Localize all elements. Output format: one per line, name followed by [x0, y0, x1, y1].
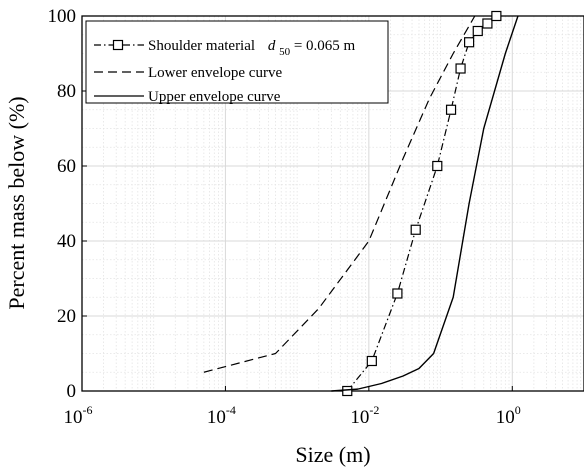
data-point-marker: [410, 224, 421, 235]
legend-shoulder-text: Shoulder material: [148, 38, 255, 54]
y-axis-title: Percent mass below (%): [4, 96, 29, 309]
data-point-marker: [464, 37, 475, 48]
legend-shoulder-sub: 50: [279, 46, 291, 58]
data-point-marker: [472, 25, 483, 37]
legend-swatch-shoulder-marker: [112, 39, 124, 51]
series-line-2: [331, 15, 519, 392]
series-line-1: [203, 15, 476, 373]
legend-label-shoulder: Shoulder material d 50 = 0.065 m: [148, 38, 356, 59]
data-point-marker: [455, 63, 466, 74]
legend-shoulder-var: d: [268, 38, 276, 54]
y-tick-label: 0: [67, 381, 77, 402]
tick-layer: 0 20 40 60 80 100 10-6 10-4 10-2 100: [48, 6, 521, 428]
legend-box: [85, 20, 389, 104]
x-axis-title: Size (m): [295, 442, 370, 467]
x-tick-label: 10-2: [350, 403, 379, 428]
y-tick-label: 40: [57, 231, 76, 252]
x-tick-label: 10-4: [207, 403, 236, 428]
series-layer: [203, 10, 519, 397]
data-point-marker: [432, 160, 443, 172]
y-tick-label: 60: [57, 156, 76, 177]
legend: Shoulder material d 50 = 0.065 m Lower e…: [85, 20, 389, 105]
legend-label-lower: Lower envelope curve: [148, 65, 282, 81]
data-point-marker: [445, 104, 457, 115]
y-tick-label: 80: [57, 81, 76, 102]
data-point-marker: [392, 288, 403, 299]
y-tick-label: 100: [48, 6, 77, 27]
data-point-marker: [366, 355, 377, 367]
legend-label-upper: Upper envelope curve: [148, 89, 281, 105]
x-tick-label: 10-6: [64, 403, 93, 428]
y-tick-label: 20: [57, 306, 76, 327]
x-tick-label: 100: [496, 403, 521, 428]
data-point-marker: [482, 18, 493, 29]
data-point-marker: [342, 385, 353, 397]
legend-shoulder-rest: = 0.065 m: [294, 38, 356, 54]
data-point-marker: [491, 10, 502, 22]
